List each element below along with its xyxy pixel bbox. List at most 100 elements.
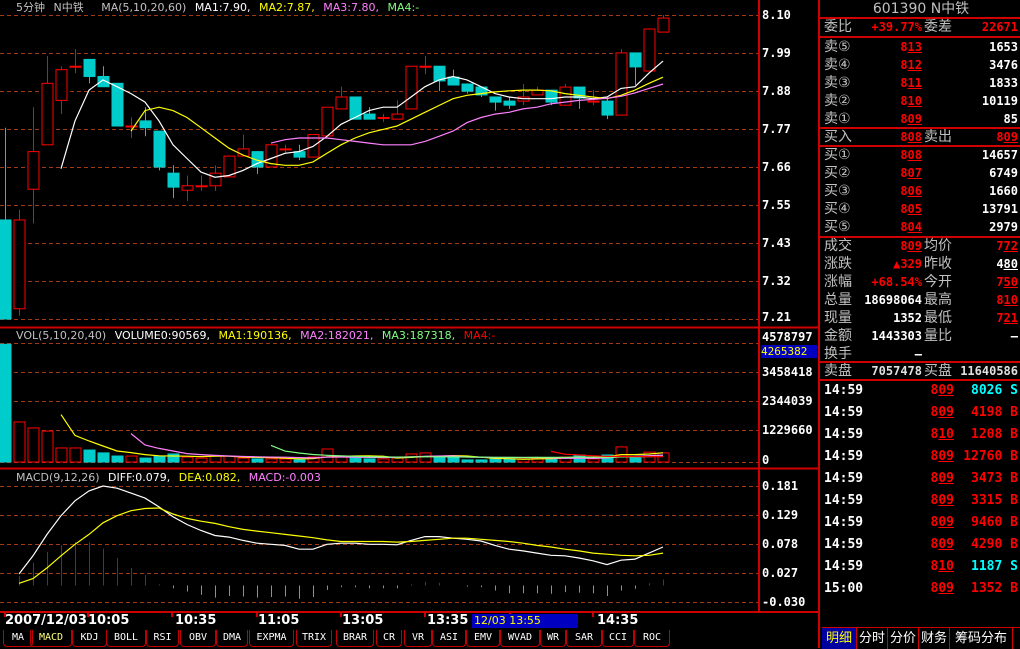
row-value: 808: [900, 148, 922, 162]
tick-row: 14:59 810 1187 S: [822, 557, 1020, 577]
row-value: 812: [900, 58, 922, 72]
candle-down: [251, 151, 264, 168]
outer-inner-row: 卖盘 7057478 买盘 11640586: [822, 362, 1020, 380]
stat-row: 现量 1352 最低 721: [822, 309, 1020, 327]
divider: [820, 36, 1020, 38]
tick-row: 14:59 809 8026 S: [822, 381, 1020, 401]
tick-time: 14:59: [824, 427, 864, 442]
indicator-tab[interactable]: WVAD: [500, 630, 540, 647]
indicator-tab[interactable]: BRAR: [336, 630, 374, 647]
ask-level-row: 卖③ 811 1833: [822, 74, 1020, 92]
indicator-tab[interactable]: EXPMA: [249, 630, 294, 647]
indicator-tab[interactable]: CCI: [602, 630, 634, 647]
row-value: 809: [900, 239, 922, 253]
outer-label: 卖盘: [824, 363, 852, 379]
row-label-2: 今开: [924, 274, 952, 290]
candle-down: [363, 113, 376, 120]
volume-bar: [153, 455, 166, 463]
row-value-2: 750: [996, 275, 1018, 289]
tick-price: 809: [930, 515, 954, 530]
detail-tab[interactable]: 分价: [888, 628, 919, 649]
volume-bar: [181, 456, 194, 463]
quote-title: 601390 N中铁: [872, 1, 970, 17]
volume-bar: [195, 457, 208, 463]
vol-ma1-value: MA1:190136,: [218, 329, 292, 342]
indicator-tab[interactable]: KDJ: [72, 630, 107, 647]
bid-level-row: 买④ 805 13791: [822, 200, 1020, 218]
stock-name: N中铁: [53, 1, 84, 14]
candle-up: [195, 185, 208, 188]
buy-label: 买入: [824, 129, 852, 145]
tick-time: 14:59: [824, 449, 864, 464]
volume-bar: [97, 452, 110, 463]
time-label: 2007/12/03: [5, 613, 87, 628]
indicator-tab[interactable]: MACD: [30, 630, 72, 647]
row-label: 买④: [824, 201, 851, 217]
tick-time: 14:59: [824, 515, 864, 530]
tick-row: 14:59 809 4290 B: [822, 535, 1020, 555]
volume-bar: [0, 343, 12, 463]
candle-up: [391, 113, 404, 120]
indicator-tab[interactable]: OBV: [180, 630, 216, 647]
tick-time: 15:00: [824, 581, 864, 596]
tick-time: 14:59: [824, 383, 864, 398]
row-label: 卖④: [824, 57, 851, 73]
volume-bar: [349, 456, 362, 463]
price-tick: 7.55: [762, 198, 791, 212]
row-value-2: 1653: [989, 40, 1018, 54]
dea-line: [18, 507, 664, 584]
row-label: 卖②: [824, 93, 851, 109]
row-label: 买①: [824, 147, 851, 163]
indicator-tab[interactable]: RSI: [146, 630, 179, 647]
candle-down: [433, 65, 446, 82]
indicator-tab[interactable]: BOLL: [106, 630, 146, 647]
indicator-tab[interactable]: ROC: [634, 630, 670, 647]
indicator-tab[interactable]: DMA: [216, 630, 248, 647]
tick-volume: 12760 B: [963, 449, 1018, 464]
volume-bar: [293, 459, 306, 463]
time-label: 14:35: [597, 613, 639, 628]
candle-up: [377, 116, 390, 119]
bid-level-row: 买⑤ 804 2979: [822, 218, 1020, 236]
volume-tick: 3458418: [762, 365, 813, 379]
ma4-value: MA4:-: [387, 1, 420, 14]
volume-bar: [335, 456, 348, 463]
candle-up: [405, 65, 418, 110]
candle-up: [69, 65, 82, 68]
candle-down: [461, 83, 474, 92]
indicator-tab[interactable]: EMV: [466, 630, 500, 647]
row-label: 换手: [824, 346, 852, 362]
indicator-tab[interactable]: VR: [404, 630, 432, 647]
detail-tab[interactable]: 财务: [919, 628, 950, 649]
indicator-tab[interactable]: ASI: [432, 630, 466, 647]
bid-level-row: 买③ 806 1660: [822, 182, 1020, 200]
indicator-tab[interactable]: SAR: [566, 630, 602, 647]
price-tick: 7.43: [762, 236, 791, 250]
tick-time: 14:59: [824, 537, 864, 552]
indicator-tab[interactable]: MA: [3, 630, 33, 647]
detail-tab[interactable]: 明细: [822, 628, 857, 649]
volume-tick: 2344039: [762, 394, 813, 408]
volume-bar: [209, 455, 222, 463]
time-label: 10:05: [88, 613, 130, 628]
row-label: 涨跌: [824, 256, 852, 272]
indicator-tab[interactable]: CR: [376, 630, 402, 647]
row-value: 807: [900, 166, 922, 180]
indicator-tab[interactable]: WR: [540, 630, 566, 647]
volume-bar: [83, 449, 96, 463]
candle-down: [447, 76, 460, 86]
time-label: 13:05: [342, 613, 384, 628]
tick-price: 809: [930, 449, 954, 464]
detail-tab[interactable]: 分时: [857, 628, 888, 649]
candle-up: [615, 52, 628, 116]
volume-bar: [279, 458, 292, 463]
kline-chart[interactable]: [0, 0, 818, 648]
candle-up: [279, 148, 292, 151]
detail-tab[interactable]: 筹码分布: [950, 628, 1013, 649]
price-ma2-line: [130, 76, 664, 166]
indicator-tab[interactable]: TRIX: [296, 630, 332, 647]
bid-level-row: 买① 808 14657: [822, 146, 1020, 164]
detail-tabs: 明细 分时 分价 财务 筹码分布: [822, 627, 1020, 649]
volume-bar: [475, 459, 488, 463]
time-label: 10:35: [175, 613, 217, 628]
